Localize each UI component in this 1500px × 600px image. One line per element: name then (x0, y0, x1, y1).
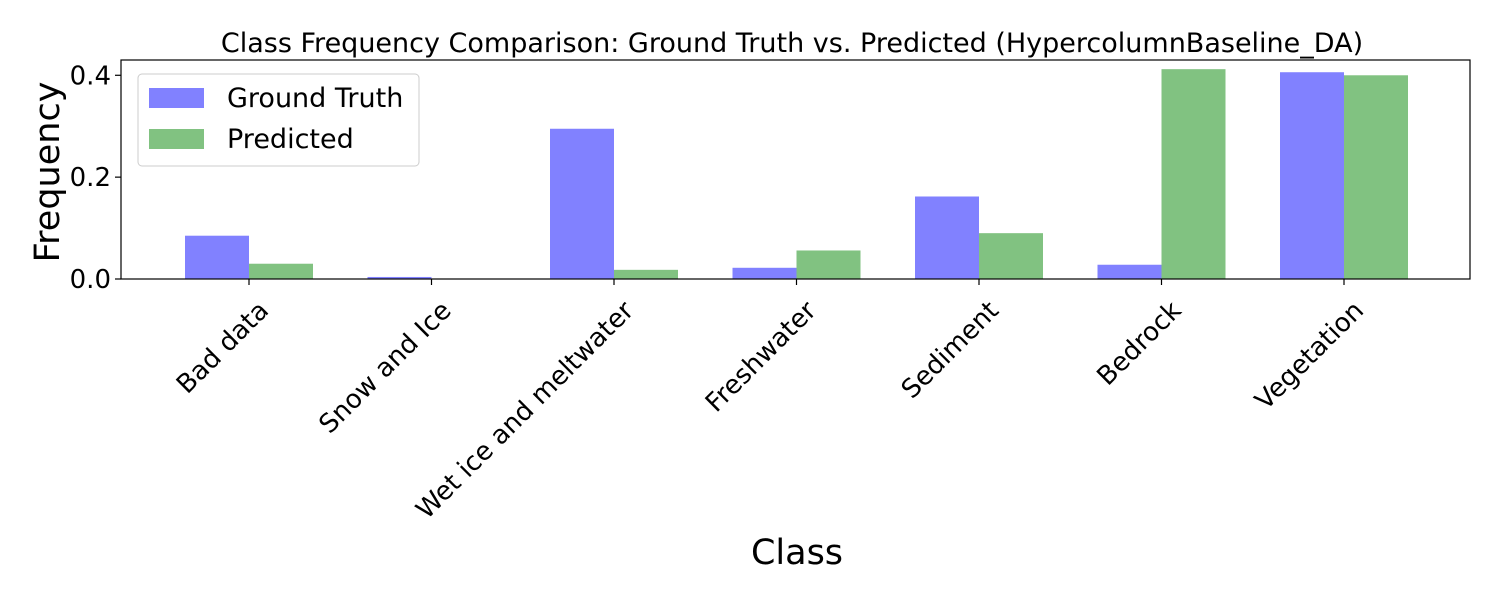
legend-swatch-predicted (149, 129, 204, 149)
plot-area (120, 59, 1471, 280)
x-tick-label: Vegetation (1250, 296, 1370, 416)
x-tick-label: Wet ice and meltwater (411, 296, 641, 526)
x-tick-label: Sediment (896, 296, 1005, 405)
bar-ground-truth-wet-ice-and-meltwater (550, 128, 614, 279)
legend-label-ground-truth: Ground Truth (227, 83, 403, 114)
x-tick-label: Bad data (171, 296, 275, 400)
legend: Ground Truth Predicted (137, 73, 420, 167)
bars-layer (185, 69, 1408, 279)
y-axis: 0.0 0.2 0.4 (70, 61, 121, 295)
x-axis-label: Class (751, 533, 843, 573)
x-tick-label: Bedrock (1091, 296, 1187, 392)
bar-ground-truth-snow-and-ice (367, 276, 432, 279)
legend-box (137, 73, 420, 167)
bar-ground-truth-bedrock (1097, 264, 1162, 279)
y-tick-label: 0.0 (70, 265, 111, 295)
bar-ground-truth-freshwater (732, 267, 797, 279)
x-tick-label: Snow and Ice (314, 296, 458, 440)
y-axis-label: Frequency (28, 82, 68, 263)
chart-title: Class Frequency Comparison: Ground Truth… (221, 28, 1363, 59)
legend-swatch-ground-truth (149, 88, 204, 108)
bar-ground-truth-vegetation (1280, 72, 1344, 279)
bar-predicted-wet-ice-and-meltwater (614, 269, 678, 279)
bar-predicted-vegetation (1344, 75, 1408, 279)
y-tick-label: 0.2 (70, 163, 111, 193)
legend-label-predicted: Predicted (227, 124, 354, 155)
bar-predicted-bedrock (1161, 69, 1226, 279)
bar-ground-truth-bad-data (185, 235, 249, 279)
bar-ground-truth-sediment (915, 196, 979, 279)
x-tick-label: Freshwater (700, 296, 823, 419)
y-tick-label: 0.4 (70, 61, 111, 91)
bar-predicted-sediment (979, 233, 1043, 279)
bar-predicted-bad-data (249, 263, 313, 279)
bar-predicted-freshwater (796, 250, 861, 279)
